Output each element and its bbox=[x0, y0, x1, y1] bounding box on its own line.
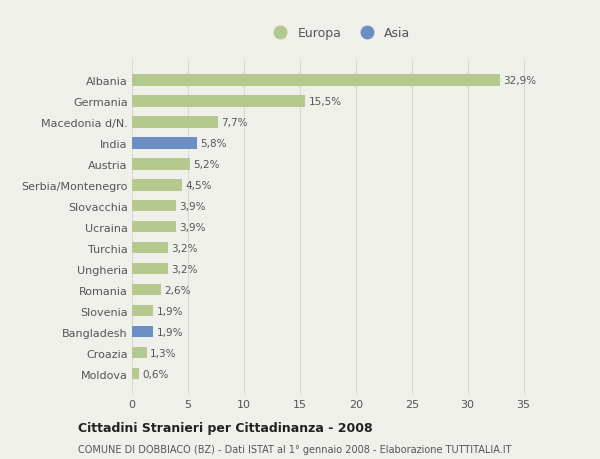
Bar bbox=[132, 305, 153, 317]
Text: 5,8%: 5,8% bbox=[200, 139, 227, 148]
Bar bbox=[132, 221, 176, 233]
Text: 7,7%: 7,7% bbox=[221, 118, 248, 128]
Bar bbox=[132, 179, 182, 191]
Bar bbox=[132, 347, 146, 358]
Text: COMUNE DI DOBBIACO (BZ) - Dati ISTAT al 1° gennaio 2008 - Elaborazione TUTTITALI: COMUNE DI DOBBIACO (BZ) - Dati ISTAT al … bbox=[78, 444, 511, 454]
Text: 1,9%: 1,9% bbox=[157, 306, 183, 316]
Bar bbox=[132, 138, 197, 149]
Bar bbox=[132, 326, 153, 338]
Text: 15,5%: 15,5% bbox=[309, 96, 342, 106]
Text: Cittadini Stranieri per Cittadinanza - 2008: Cittadini Stranieri per Cittadinanza - 2… bbox=[78, 421, 373, 434]
Text: 1,9%: 1,9% bbox=[157, 327, 183, 337]
Text: 0,6%: 0,6% bbox=[142, 369, 169, 379]
Bar bbox=[132, 263, 168, 275]
Text: 32,9%: 32,9% bbox=[503, 76, 536, 86]
Text: 3,9%: 3,9% bbox=[179, 202, 205, 211]
Bar bbox=[132, 159, 190, 170]
Text: 1,3%: 1,3% bbox=[150, 348, 176, 358]
Bar bbox=[132, 75, 500, 86]
Text: 2,6%: 2,6% bbox=[164, 285, 191, 295]
Bar bbox=[132, 284, 161, 296]
Bar bbox=[132, 201, 176, 212]
Bar bbox=[132, 368, 139, 380]
Text: 3,2%: 3,2% bbox=[171, 264, 197, 274]
Bar bbox=[132, 117, 218, 128]
Bar bbox=[132, 242, 168, 254]
Bar bbox=[132, 96, 305, 107]
Text: 5,2%: 5,2% bbox=[194, 159, 220, 169]
Text: 4,5%: 4,5% bbox=[186, 180, 212, 190]
Text: 3,9%: 3,9% bbox=[179, 222, 205, 232]
Legend: Europa, Asia: Europa, Asia bbox=[263, 22, 415, 45]
Text: 3,2%: 3,2% bbox=[171, 243, 197, 253]
